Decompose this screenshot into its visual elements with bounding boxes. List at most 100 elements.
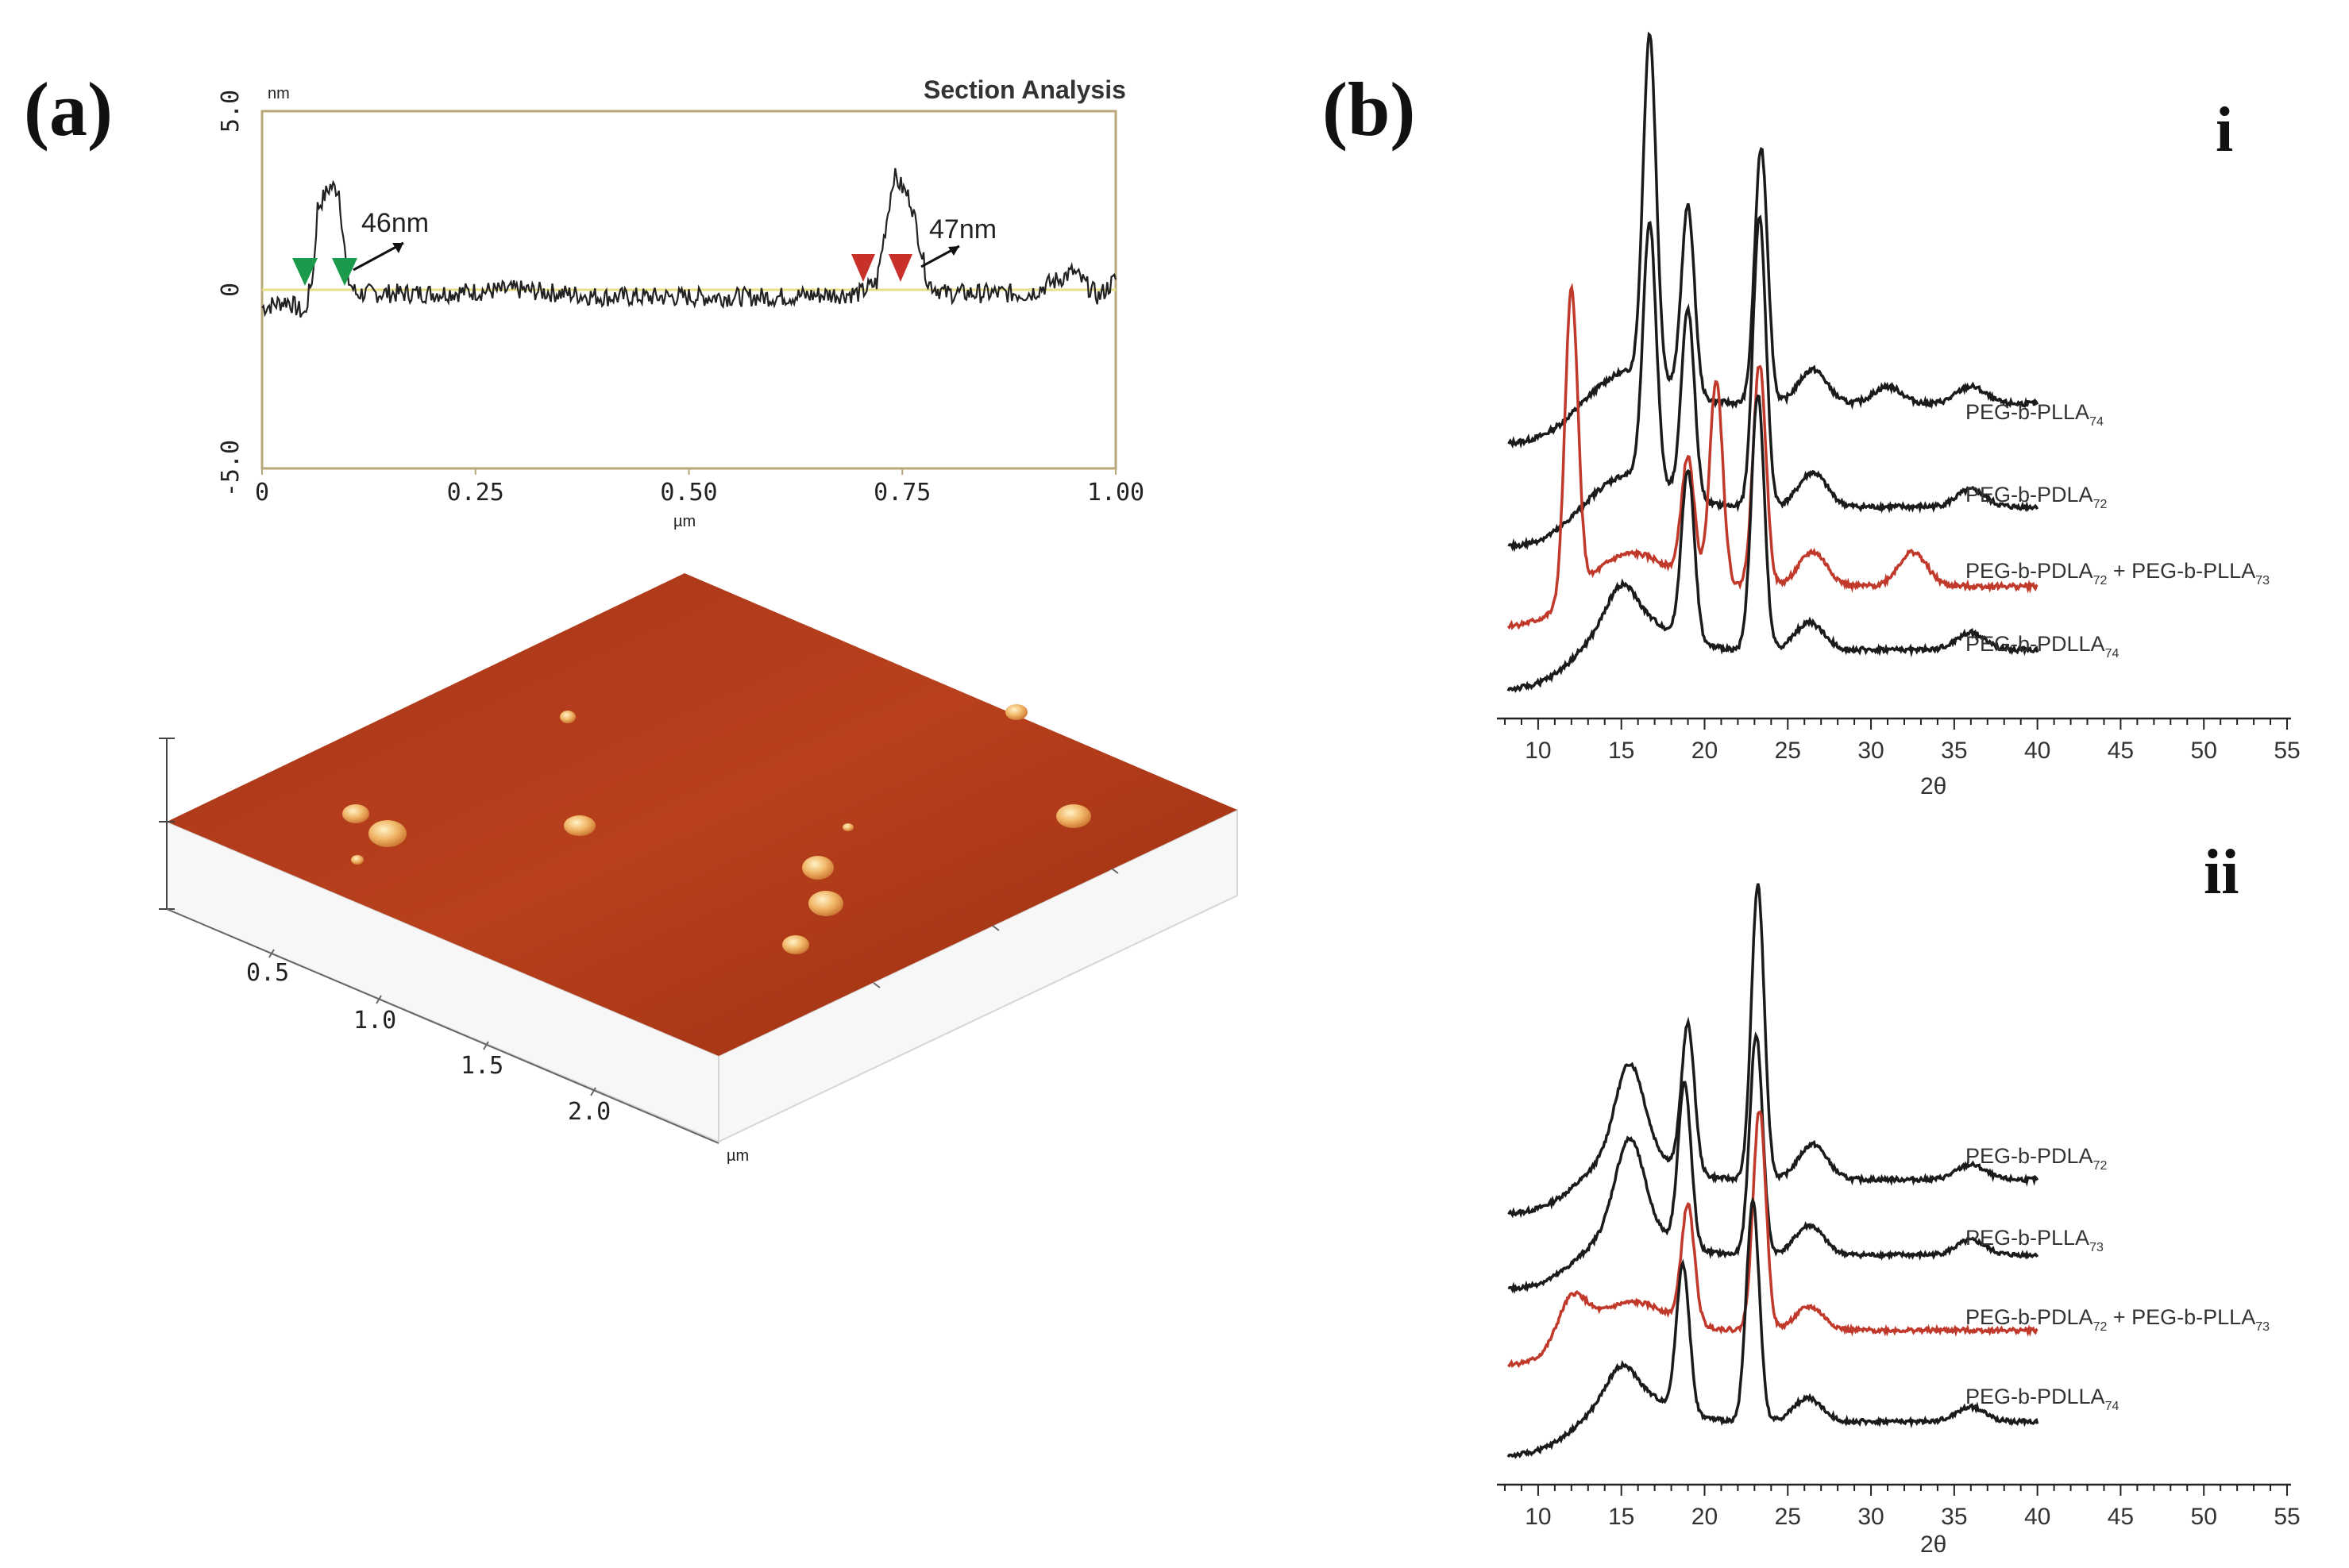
section-y-unit: nm — [268, 85, 290, 102]
xrd-ii-legend: PEG-b-PDLA72 PEG-b-PLLA73 PEG-b-PDLA72 + P… — [1965, 1144, 2270, 1413]
sub-i-label: i — [2216, 95, 2233, 165]
xrd-ii-x-axis: 10 15 20 25 30 35 40 45 50 55 — [1497, 1483, 2301, 1530]
marker-red-right — [889, 254, 912, 282]
xrd-legend-label: PEG-b-PLLA73 — [1965, 1226, 2104, 1254]
section-x-ticks: 0 0.25 0.50 0.75 1.00 — [255, 468, 1144, 507]
xrd-axis-tick-label: 35 — [1941, 1504, 1967, 1530]
xrd-legend-label: PEG-b-PDLLA74 — [1965, 632, 2119, 661]
marker-green-right — [332, 258, 357, 286]
afm-axis-tick — [873, 982, 881, 988]
xrd-series-line — [1507, 31, 2039, 449]
xrd-legend-label: PEG-b-PDLA72 + PEG-b-PLLA73 — [1965, 559, 2270, 588]
afm-axis-tick-label: 2.0 — [568, 1098, 611, 1126]
section-x-tick-label: 0 — [255, 479, 269, 507]
section-x-tick-label: 1.00 — [1087, 479, 1144, 507]
panel-b-label: (b) — [1322, 67, 1415, 152]
section-x-tick-label: 0.25 — [447, 479, 504, 507]
section-y-tick-label: 5.0 — [217, 90, 245, 133]
afm-axis-tick-label: 1.0 — [353, 1007, 396, 1034]
afm-axis-tick — [992, 925, 1000, 931]
xrd-series-line — [1506, 1196, 2039, 1459]
afm-axis-tick-label: 1.5 — [461, 1052, 503, 1080]
xrd-axis-tick-label: 15 — [1608, 738, 1634, 764]
particle — [1056, 804, 1091, 828]
xrd-ii-xlabel: 2θ — [1920, 1531, 1946, 1558]
afm-particles — [342, 704, 1091, 954]
xrd-axis-tick-label: 20 — [1691, 1504, 1718, 1530]
afm-unit: µm — [727, 1147, 749, 1165]
section-y-tick-label: -5.0 — [217, 440, 245, 497]
xrd-legend-label: PEG-b-PDLA72 + PEG-b-PLLA73 — [1965, 1305, 2270, 1334]
annotation-46nm: 46nm — [361, 208, 429, 238]
section-x-tick-label: 0.75 — [874, 479, 931, 507]
sub-ii-label: ii — [2204, 838, 2239, 907]
xrd-axis-tick-label: 10 — [1525, 1504, 1551, 1530]
marker-green-left — [292, 258, 318, 286]
xrd-axis-tick-label: 40 — [2024, 738, 2050, 764]
xrd-axis-tick-label: 10 — [1525, 738, 1551, 764]
afm-box-right-side — [718, 808, 1238, 1143]
xrd-i-x-axis: 10 15 20 25 30 35 40 45 50 55 — [1497, 717, 2301, 764]
afm-x-axis — [166, 908, 719, 1144]
xrd-legend-label: PEG-b-PLLA74 — [1965, 400, 2104, 429]
xrd-series-line — [1507, 1031, 2039, 1294]
arrow-46nm-head — [392, 243, 403, 253]
xrd-legend-label: PEG-b-PDLLA74 — [1965, 1385, 2119, 1413]
xrd-axis-tick-label: 25 — [1775, 1504, 1801, 1530]
xrd-axis-tick-label: 35 — [1941, 738, 1967, 764]
xrd-series-line — [1507, 214, 2039, 553]
marker-red-left — [851, 254, 875, 282]
xrd-axis-tick-label: 45 — [2108, 1504, 2134, 1530]
xrd-legend-label: PEG-b-PDLA72 — [1965, 483, 2107, 511]
xrd-legend-label: PEG-b-PDLA72 — [1965, 1144, 2107, 1173]
panel-a-label: (a) — [24, 67, 113, 152]
section-analysis-chart: 5.0 0 -5.0 0 0.25 0.50 0.75 1.00 nm µm Section… — [217, 75, 1144, 530]
annotation-47nm: 47nm — [929, 214, 997, 245]
xrd-series-line — [1506, 1110, 2038, 1369]
afm-axis-tick-label: 0.5 — [246, 959, 289, 987]
particle — [843, 823, 854, 831]
particle — [342, 804, 369, 823]
xrd-axis-tick-label: 55 — [2274, 738, 2300, 764]
xrd-series-line — [1507, 883, 2039, 1219]
section-height-profile-line — [261, 168, 1117, 318]
afm-axis-ticks: 0.5 1.0 1.5 2.0 — [246, 868, 1119, 1126]
xrd-chart-i: 10 15 20 25 30 35 40 45 50 55 2θ PEG-b-PLLA74PEG-… — [1497, 31, 2301, 799]
particle — [560, 711, 576, 723]
xrd-axis-tick-label: 40 — [2024, 1504, 2050, 1530]
afm-axis-tick — [483, 1041, 489, 1050]
xrd-series-line — [1506, 283, 2038, 630]
afm-axis-tick — [268, 949, 275, 958]
afm-axis-tick — [376, 995, 382, 1004]
section-y-ticks: 5.0 0 -5.0 — [217, 90, 245, 497]
xrd-chart-ii: 10 15 20 25 30 35 40 45 50 55 2θ PEG-b-PDLA72PEG-… — [1497, 883, 2301, 1558]
xrd-series-line — [1506, 394, 2039, 693]
xrd-axis-tick-label: 25 — [1775, 738, 1801, 764]
xrd-axis-tick-label: 20 — [1691, 738, 1718, 764]
arrow-47nm-head — [948, 246, 959, 256]
particle — [802, 856, 834, 880]
particle — [808, 891, 843, 916]
afm-axis-tick — [590, 1087, 596, 1096]
xrd-axis-tick-label: 30 — [1857, 738, 1884, 764]
xrd-i-xlabel: 2θ — [1920, 773, 1946, 799]
xrd-axis-tick-label: 50 — [2191, 1504, 2217, 1530]
particle — [782, 935, 809, 954]
particle — [564, 815, 596, 836]
section-x-unit: µm — [673, 513, 696, 530]
section-title: Section Analysis — [924, 75, 1126, 104]
particle — [1005, 704, 1028, 720]
particle — [368, 820, 407, 847]
section-x-tick-label: 0.50 — [660, 479, 717, 507]
xrd-i-legend: PEG-b-PLLA74 PEG-b-PDLA72 PEG-b-PDLA72 + P… — [1965, 400, 2270, 661]
afm-surface — [167, 573, 1237, 1056]
xrd-axis-tick-label: 45 — [2108, 738, 2134, 764]
xrd-axis-tick-label: 15 — [1608, 1504, 1634, 1530]
particle — [351, 855, 364, 865]
afm-axis-tick — [1111, 868, 1119, 874]
afm-3d-image: 0.5 1.0 1.5 2.0 µm — [159, 573, 1238, 1165]
xrd-axis-tick-label: 50 — [2191, 738, 2217, 764]
section-y-tick-label: 0 — [217, 283, 245, 297]
xrd-axis-tick-label: 30 — [1857, 1504, 1884, 1530]
